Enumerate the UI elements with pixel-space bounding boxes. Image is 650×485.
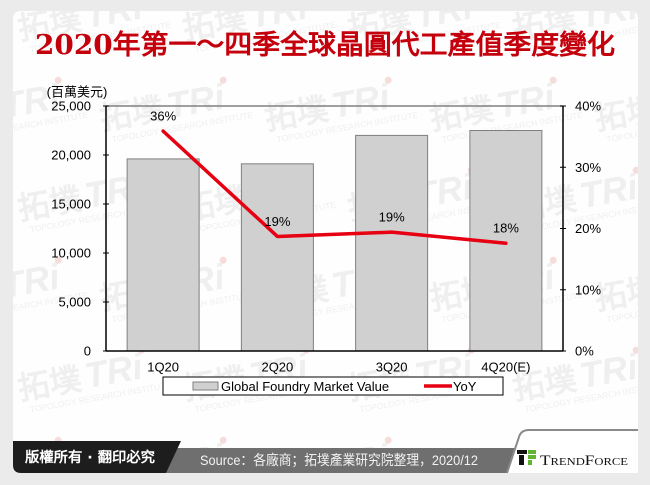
watermark-tagline: TOPOLOGY RESEARCH INSTITUTE — [0, 20, 7, 55]
category-label: 4Q20(E) — [481, 360, 530, 375]
watermark-letters: TRi — [493, 75, 558, 126]
right-tick-label: 30% — [575, 160, 601, 175]
watermark-dot — [54, 76, 62, 84]
right-tick-label: 10% — [575, 282, 601, 297]
watermark-dot — [632, 166, 638, 174]
watermark-letters: TRi — [81, 345, 146, 396]
legend-bar-label: Global Foundry Market Value — [221, 379, 389, 394]
watermark-mark: 拓墣 — [0, 89, 1, 138]
legend-line-label: YoY — [453, 379, 477, 394]
legend-box — [162, 376, 504, 396]
chart: 0 5,000 10,000 15,000 20,000 25,000(百萬美元) 0% 10… — [47, 85, 601, 396]
watermark-dot — [219, 76, 227, 84]
left-tick-label: 15,000 — [51, 197, 91, 212]
chart-title: 2020年第一～四季全球晶圓代工產值季度變化 — [35, 29, 615, 61]
left-tick-label: 5,000 — [58, 295, 91, 310]
bar — [355, 134, 429, 352]
watermark-tagline: TOPOLOGY RESEARCH INSTITUTE — [0, 200, 7, 235]
watermark-dot — [549, 76, 557, 84]
category-label: 2Q20 — [261, 360, 293, 375]
yoy-line — [161, 129, 508, 245]
watermark-dot — [384, 76, 392, 84]
watermark-mark: 拓墣 — [0, 449, 1, 485]
yoy-data-label: 36% — [150, 109, 176, 124]
footer: 版權所有 · 翻印必究 Source：各廠商；拓墣產業研究院整理，2020/12… — [13, 429, 638, 474]
trendforce-logo-text: TrendForce — [540, 453, 628, 469]
watermark-dot — [219, 436, 227, 444]
left-tick-label: 10,000 — [51, 246, 91, 261]
legend: Global Foundry Market Value YoY — [162, 376, 504, 396]
brand-panel-background — [507, 430, 638, 473]
yoy-data-label: 19% — [264, 214, 290, 229]
copyright-badge — [13, 441, 181, 473]
legend-bar-swatch — [192, 381, 219, 391]
card-background — [13, 11, 638, 473]
right-tick-label: 40% — [575, 99, 601, 114]
watermark-dot — [549, 256, 557, 264]
watermark-tagline: TOPOLOGY RESEARCH INSTITUTE — [0, 380, 7, 415]
left-tick-label: 25,000 — [51, 99, 91, 114]
watermark-letters: TRi — [163, 75, 228, 126]
watermark-mark: 拓墣 — [0, 269, 1, 318]
watermark-dot — [384, 436, 392, 444]
brand-panel: TrendForce — [506, 429, 638, 474]
brand-panel-edge — [506, 429, 638, 474]
source-text: Source：各廠商；拓墣產業研究院整理，2020/12 — [200, 452, 478, 469]
y-axis-unit: (百萬美元) — [47, 85, 108, 100]
left-tick-label: 0 — [84, 344, 91, 359]
category-label: 3Q20 — [376, 360, 408, 375]
right-tick-label: 20% — [575, 221, 601, 236]
yoy-data-label: 18% — [493, 221, 519, 236]
yoy-data-label: 19% — [379, 210, 405, 225]
watermark-dot — [632, 346, 638, 354]
bar — [240, 163, 314, 352]
left-tick-label: 20,000 — [51, 148, 91, 163]
right-tick-label: 0% — [575, 344, 594, 359]
watermark-letters: TRi — [328, 75, 393, 126]
watermark-letters: TRi — [576, 345, 641, 396]
trendforce-logo-icon — [517, 450, 536, 465]
watermark-letters: TRi — [576, 165, 641, 216]
watermark-dot — [219, 256, 227, 264]
bar — [126, 158, 200, 352]
category-label: 1Q20 — [147, 360, 179, 375]
watermark-dot — [54, 256, 62, 264]
source-bar — [166, 448, 516, 473]
copyright-text: 版權所有 · 翻印必究 — [25, 449, 155, 466]
